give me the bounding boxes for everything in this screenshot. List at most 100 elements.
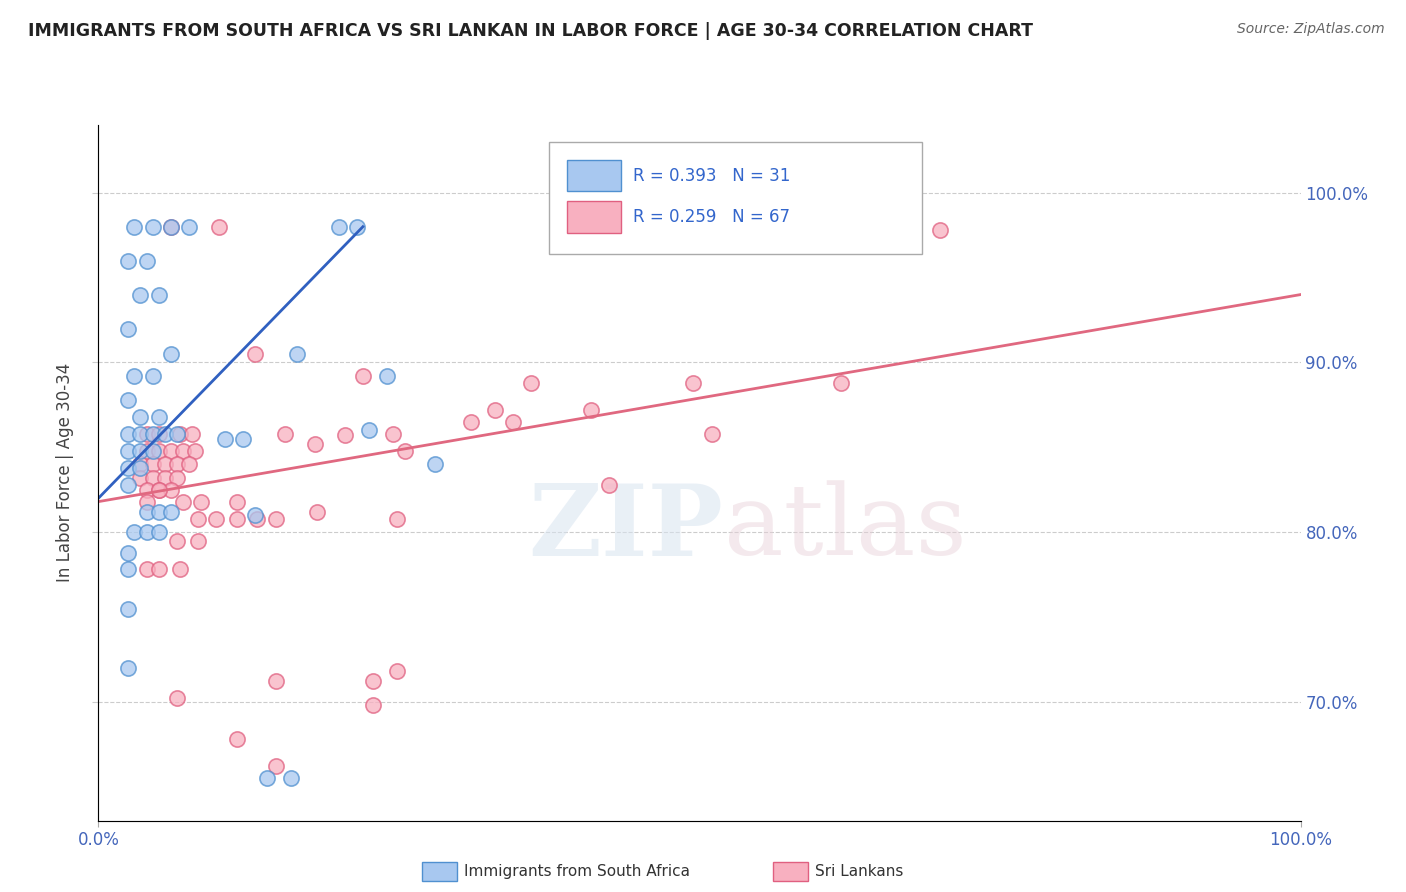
- Text: ZIP: ZIP: [529, 480, 724, 577]
- Point: [280, 771, 302, 785]
- Point: [394, 443, 416, 458]
- Point: [148, 483, 170, 497]
- Point: [141, 426, 163, 441]
- Point: [117, 321, 139, 335]
- Point: [460, 415, 482, 429]
- Point: [148, 483, 170, 497]
- Point: [166, 533, 188, 548]
- Point: [225, 511, 247, 525]
- Point: [385, 511, 408, 525]
- Point: [928, 223, 950, 237]
- Point: [129, 443, 152, 458]
- Point: [117, 253, 139, 268]
- Text: R = 0.259   N = 67: R = 0.259 N = 67: [633, 209, 790, 227]
- Point: [375, 369, 398, 384]
- Point: [246, 511, 269, 525]
- Point: [830, 376, 852, 390]
- Point: [166, 457, 188, 471]
- Point: [117, 545, 139, 559]
- Point: [117, 392, 139, 407]
- Point: [190, 494, 212, 508]
- Bar: [567, 160, 621, 191]
- Point: [385, 665, 408, 679]
- Point: [177, 457, 200, 471]
- Point: [159, 219, 181, 234]
- Point: [129, 471, 152, 485]
- Text: Source: ZipAtlas.com: Source: ZipAtlas.com: [1237, 22, 1385, 37]
- Point: [117, 443, 139, 458]
- Point: [266, 511, 288, 525]
- Point: [135, 483, 157, 497]
- Point: [208, 219, 231, 234]
- Point: [124, 525, 146, 540]
- Point: [135, 426, 157, 441]
- Point: [129, 460, 152, 475]
- Point: [328, 219, 350, 234]
- Point: [304, 437, 326, 451]
- Point: [159, 505, 181, 519]
- Point: [423, 457, 446, 471]
- Point: [214, 432, 236, 446]
- Point: [124, 369, 146, 384]
- Text: Sri Lankans: Sri Lankans: [815, 864, 904, 879]
- Point: [135, 494, 157, 508]
- Point: [141, 457, 163, 471]
- Point: [141, 219, 163, 234]
- Point: [187, 533, 209, 548]
- Point: [129, 426, 152, 441]
- Point: [205, 511, 228, 525]
- Point: [141, 443, 163, 458]
- Point: [153, 426, 176, 441]
- Point: [880, 223, 903, 237]
- Point: [153, 457, 176, 471]
- Point: [129, 409, 152, 424]
- Point: [187, 511, 209, 525]
- Point: [274, 426, 297, 441]
- Point: [166, 426, 188, 441]
- Text: IMMIGRANTS FROM SOUTH AFRICA VS SRI LANKAN IN LABOR FORCE | AGE 30-34 CORRELATIO: IMMIGRANTS FROM SOUTH AFRICA VS SRI LANK…: [28, 22, 1033, 40]
- Point: [502, 415, 524, 429]
- Point: [117, 426, 139, 441]
- Point: [243, 508, 266, 523]
- Point: [148, 525, 170, 540]
- Point: [682, 376, 704, 390]
- Point: [135, 443, 157, 458]
- Point: [357, 423, 380, 437]
- Point: [159, 483, 181, 497]
- Point: [700, 426, 723, 441]
- Point: [266, 759, 288, 773]
- Point: [135, 253, 157, 268]
- Point: [172, 494, 194, 508]
- Y-axis label: In Labor Force | Age 30-34: In Labor Force | Age 30-34: [56, 363, 75, 582]
- FancyBboxPatch shape: [550, 142, 922, 253]
- Point: [172, 443, 194, 458]
- Point: [266, 674, 288, 689]
- Point: [148, 287, 170, 301]
- Point: [361, 698, 384, 713]
- Point: [148, 443, 170, 458]
- Point: [124, 219, 146, 234]
- Point: [117, 661, 139, 675]
- Point: [129, 287, 152, 301]
- Point: [169, 426, 191, 441]
- Point: [159, 219, 181, 234]
- Point: [117, 562, 139, 576]
- Point: [148, 409, 170, 424]
- Point: [153, 471, 176, 485]
- Point: [141, 369, 163, 384]
- Point: [598, 477, 620, 491]
- Point: [352, 369, 374, 384]
- Point: [159, 347, 181, 361]
- Point: [581, 403, 603, 417]
- Point: [141, 471, 163, 485]
- Point: [183, 443, 205, 458]
- Point: [361, 674, 384, 689]
- Point: [346, 219, 368, 234]
- Point: [181, 426, 204, 441]
- Point: [135, 562, 157, 576]
- Point: [243, 347, 266, 361]
- Point: [148, 562, 170, 576]
- Point: [285, 347, 308, 361]
- Point: [169, 562, 191, 576]
- Point: [166, 691, 188, 706]
